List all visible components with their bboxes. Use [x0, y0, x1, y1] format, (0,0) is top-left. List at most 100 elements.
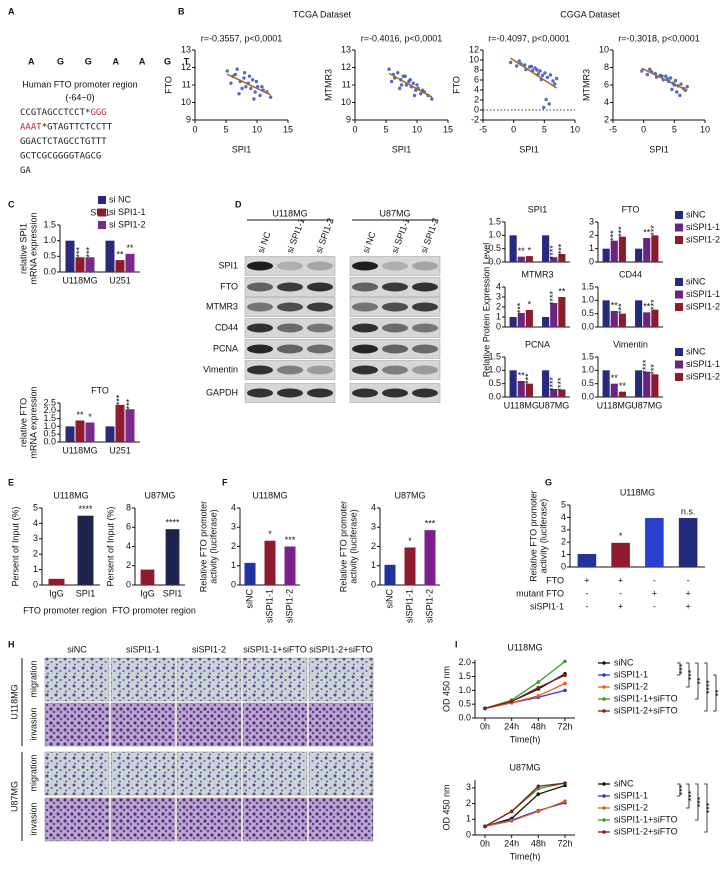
y-tick-label: 2	[371, 541, 376, 551]
blot-band	[307, 365, 333, 375]
logo-letter: T	[184, 56, 190, 66]
column-label: siSPI1-2+siFTO	[309, 644, 373, 654]
axis-title: FTO	[163, 76, 173, 94]
x-tick-label: 0h	[480, 838, 490, 848]
x-tick-label: 0	[511, 124, 516, 134]
point	[396, 71, 400, 75]
legend-label: siNC	[686, 276, 706, 286]
significance: ***	[677, 663, 687, 674]
point	[225, 69, 229, 73]
bar	[517, 256, 525, 262]
blot-band	[412, 302, 438, 312]
sequence-line: GGACTCTAGCCTGTTT	[20, 137, 107, 147]
y-tick-label: 0.0	[488, 391, 501, 401]
legend-label: siNC	[686, 346, 706, 356]
significance: **	[518, 246, 526, 256]
legend-label: siSPI1-2+siFTO	[614, 705, 678, 715]
y-tick-label: 0	[231, 579, 236, 589]
y-tick-label: 3	[231, 522, 236, 532]
condition-sign: +	[652, 588, 657, 598]
significance: **	[619, 381, 627, 391]
x-tick-label: U251	[109, 275, 131, 285]
y-tick-label: 0.5	[43, 429, 56, 439]
significance: **	[695, 677, 705, 685]
y-tick-label: 3	[589, 216, 594, 226]
legend-label: siSPI1-1	[614, 790, 648, 800]
point	[543, 71, 547, 75]
sequence-segment: GGG	[90, 108, 106, 118]
micrograph	[308, 751, 374, 796]
bar	[384, 564, 396, 585]
x-tick-label: 72h	[557, 838, 572, 848]
protein-label: CD44	[215, 322, 238, 332]
bar	[525, 383, 533, 397]
x-tick-label: 15	[443, 124, 453, 134]
y-tick-label: 2	[496, 301, 501, 311]
bar	[643, 371, 651, 397]
bar	[65, 426, 75, 442]
group-label: U118MG	[9, 684, 19, 719]
bracket	[677, 783, 681, 797]
bar	[517, 313, 525, 327]
blot-strip	[244, 360, 336, 380]
bar	[651, 309, 659, 327]
condition-sign: +	[584, 575, 589, 585]
y-tick-label: 0.0	[458, 712, 471, 722]
bar	[75, 257, 85, 272]
x-tick-label: 5	[383, 124, 388, 134]
blot-band	[247, 261, 273, 271]
x-tick-label: U87MG	[538, 400, 569, 410]
lane-label: si SPI1-2	[314, 217, 336, 255]
x-tick-label: SPI1	[163, 588, 183, 598]
bar	[65, 240, 75, 272]
significance: *	[528, 299, 532, 309]
point	[563, 659, 567, 664]
legend-swatch	[98, 196, 106, 204]
y-tick-label: 10	[469, 54, 479, 64]
legend-marker	[602, 830, 606, 834]
x-tick-label: U118MG	[597, 400, 632, 410]
bar	[542, 317, 550, 327]
y-tick-label: 1	[371, 560, 376, 570]
significance: ***	[677, 784, 687, 795]
y-tick-label: 0	[371, 579, 376, 589]
x-tick-label: 5	[672, 124, 677, 134]
bar	[618, 391, 626, 397]
blot-strip	[244, 256, 336, 276]
logo-letter: A	[28, 56, 35, 66]
y-tick-label: 1	[589, 243, 594, 253]
y-tick-label: 0	[589, 256, 594, 266]
y-tick-label: 0.0	[43, 266, 56, 276]
bar	[602, 248, 610, 262]
logo-letter: G	[164, 56, 171, 66]
y-tick-label: 1.5	[488, 351, 501, 361]
trend-line	[641, 67, 688, 92]
bar	[525, 310, 533, 327]
micrograph	[242, 702, 308, 747]
x-tick-label: 10	[252, 124, 262, 134]
bar	[115, 404, 125, 442]
condition-sign: +	[618, 575, 623, 585]
point	[536, 784, 541, 789]
y-tick-label: 5	[33, 502, 38, 512]
point	[645, 72, 650, 77]
blot-band	[277, 302, 303, 312]
y-tick-label: 4	[604, 97, 609, 107]
y-tick-label: 9	[346, 114, 351, 124]
blot-band	[307, 261, 333, 271]
y-tick-label: 1.0	[581, 295, 594, 305]
point	[523, 63, 527, 67]
condition-sign: -	[653, 575, 656, 585]
legend-label: si SPI1-2	[109, 219, 146, 229]
chart-title: FTO	[91, 385, 109, 395]
y-tick-label: 2	[231, 541, 236, 551]
x-tick-label: 48h	[531, 721, 546, 731]
axis-title: activity (luciferase)	[348, 509, 358, 584]
panel-letter: E	[8, 477, 14, 487]
axis-title: Time(h)	[510, 851, 541, 861]
column-label: siSPI1-1+siFTO	[243, 644, 307, 654]
bracket	[677, 662, 681, 676]
axis-title: mRNA expression	[28, 212, 38, 284]
bar	[558, 254, 566, 262]
y-tick-label: 0	[496, 321, 501, 331]
